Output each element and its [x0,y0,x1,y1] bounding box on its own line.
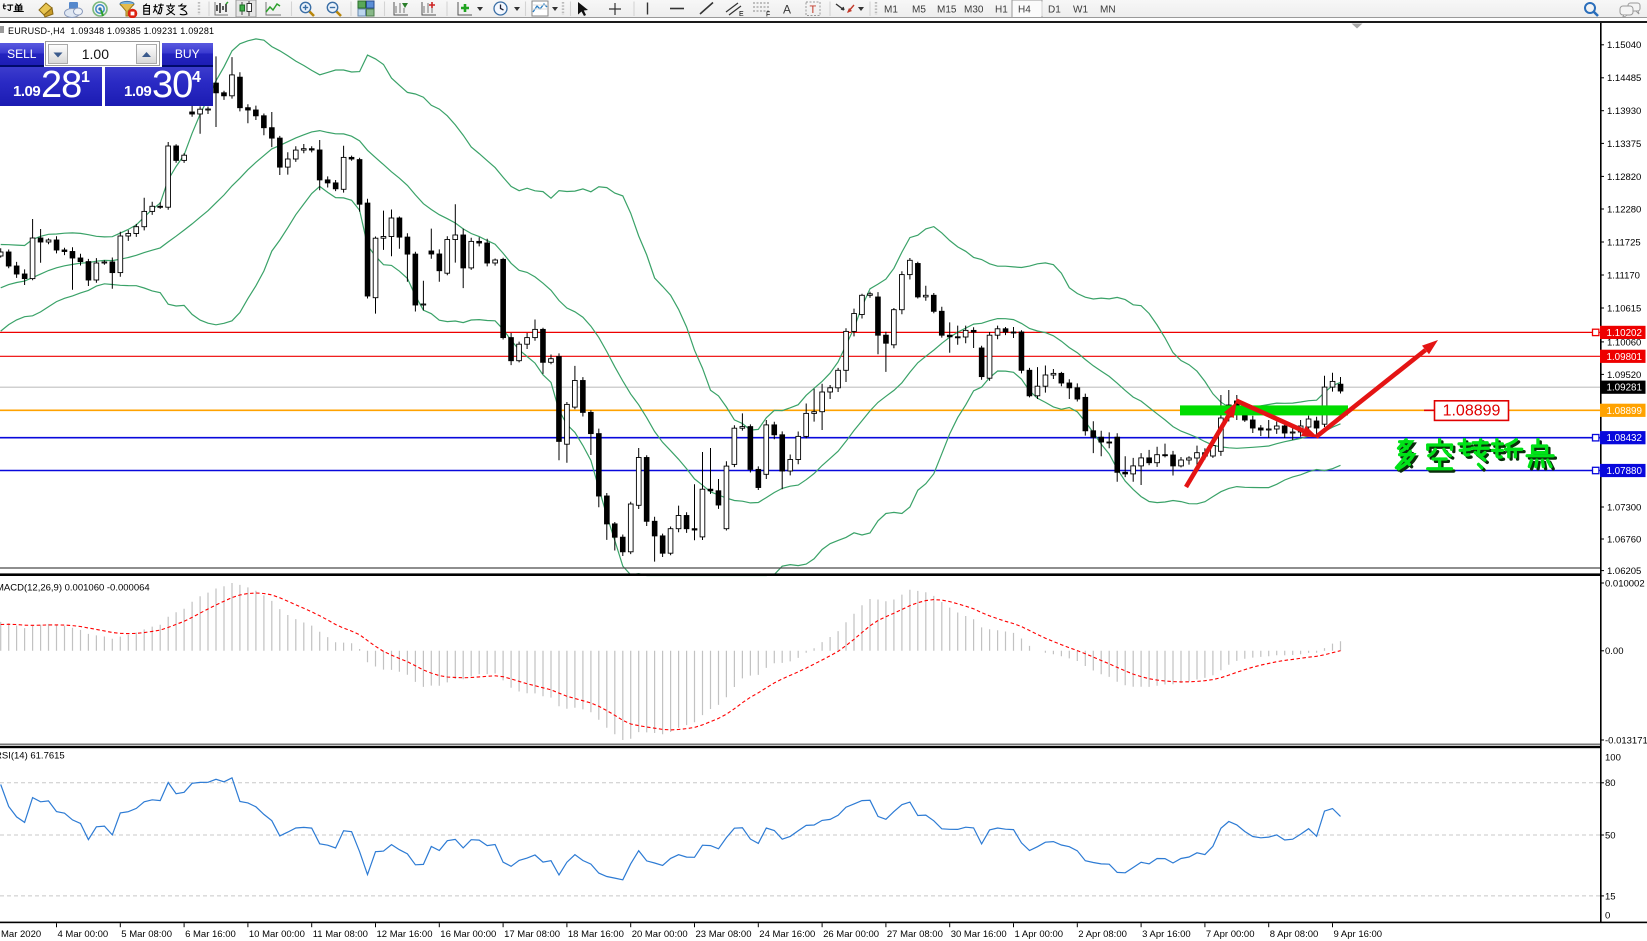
svg-text:17 Mar 08:00: 17 Mar 08:00 [504,929,560,940]
svg-text:6 Mar 16:00: 6 Mar 16:00 [185,929,236,940]
svg-text:M5: M5 [912,5,926,16]
svg-text:7 Apr 00:00: 7 Apr 00:00 [1206,929,1255,940]
svg-text:1.08899: 1.08899 [1607,406,1642,417]
svg-text:1.11725: 1.11725 [1607,237,1641,248]
svg-text:1.12820: 1.12820 [1607,172,1641,183]
svg-text:1.11170: 1.11170 [1607,270,1640,281]
svg-text:1.08432: 1.08432 [1607,433,1642,444]
svg-text:30 Mar 16:00: 30 Mar 16:00 [951,929,1007,940]
svg-text:23 Mar 08:00: 23 Mar 08:00 [696,929,752,940]
svg-text:Mar 2020: Mar 2020 [1,929,41,940]
svg-text:D1: D1 [1048,5,1061,16]
svg-text:W1: W1 [1073,5,1088,16]
svg-text:1.12280: 1.12280 [1607,204,1641,215]
svg-text:8 Apr 08:00: 8 Apr 08:00 [1270,929,1319,940]
svg-text:M30: M30 [964,5,984,16]
svg-text:EURUSD-,H4 1.09348 1.09385 1.: EURUSD-,H4 1.09348 1.09385 1.09231 1.092… [8,26,214,36]
svg-text:1 Apr 00:00: 1 Apr 00:00 [1015,929,1064,940]
svg-text:1.09801: 1.09801 [1607,352,1642,363]
svg-text:9 Apr 16:00: 9 Apr 16:00 [1334,929,1383,940]
svg-text:1.10060: 1.10060 [1607,337,1641,348]
svg-text:1.08899: 1.08899 [1443,402,1501,419]
svg-text:3 Apr 16:00: 3 Apr 16:00 [1142,929,1191,940]
svg-text:1.10202: 1.10202 [1607,328,1642,339]
svg-text:H1: H1 [995,5,1008,16]
svg-text:5 Mar 08:00: 5 Mar 08:00 [121,929,172,940]
svg-text:1.10615: 1.10615 [1607,303,1641,314]
svg-text:26 Mar 00:00: 26 Mar 00:00 [823,929,879,940]
svg-text:10 Mar 00:00: 10 Mar 00:00 [249,929,305,940]
svg-text:1.07880: 1.07880 [1607,466,1643,477]
svg-text:100: 100 [1605,752,1621,763]
svg-text:1.09281: 1.09281 [1607,383,1642,394]
svg-text:E: E [739,11,744,18]
svg-text:12 Mar 16:00: 12 Mar 16:00 [377,929,433,940]
svg-text:-0.013171: -0.013171 [1605,735,1647,746]
svg-text:27 Mar 08:00: 27 Mar 08:00 [887,929,943,940]
svg-text:50: 50 [1605,830,1616,841]
svg-text:4 Mar 00:00: 4 Mar 00:00 [58,929,109,940]
svg-text:16 Mar 00:00: 16 Mar 00:00 [440,929,496,940]
svg-text:1.15040: 1.15040 [1607,40,1641,51]
svg-text:1.07300: 1.07300 [1607,502,1641,513]
svg-text:0.010002: 0.010002 [1605,578,1645,589]
svg-text:H4: H4 [1018,5,1031,16]
svg-text:1.06205: 1.06205 [1607,566,1641,577]
svg-text:20 Mar 00:00: 20 Mar 00:00 [632,929,688,940]
svg-text:1.13375: 1.13375 [1607,139,1641,150]
svg-text:M15: M15 [937,5,957,16]
svg-text:15: 15 [1605,891,1616,902]
svg-text:1.14485: 1.14485 [1607,73,1641,84]
svg-text:11 Mar 08:00: 11 Mar 08:00 [313,929,368,940]
svg-text:2 Apr 08:00: 2 Apr 08:00 [1078,929,1127,940]
svg-text:80: 80 [1605,778,1616,789]
svg-text:18 Mar 16:00: 18 Mar 16:00 [568,929,624,940]
svg-text:MN: MN [1100,5,1116,16]
svg-text:24 Mar 16:00: 24 Mar 16:00 [759,929,815,940]
svg-text:1.13930: 1.13930 [1607,106,1641,117]
svg-text:1.06760: 1.06760 [1607,534,1641,545]
svg-text:RSI(14) 61.7615: RSI(14) 61.7615 [0,751,65,762]
svg-text:0.00: 0.00 [1605,646,1624,657]
svg-text:A: A [783,3,791,17]
svg-text:T: T [810,4,817,16]
svg-text:0: 0 [1605,911,1610,922]
svg-text:F: F [766,12,770,19]
svg-text:MACD(12,26,9) 0.001060 -0.0000: MACD(12,26,9) 0.001060 -0.000064 [0,583,150,594]
svg-text:1.09520: 1.09520 [1607,370,1641,381]
svg-text:M1: M1 [884,5,898,16]
